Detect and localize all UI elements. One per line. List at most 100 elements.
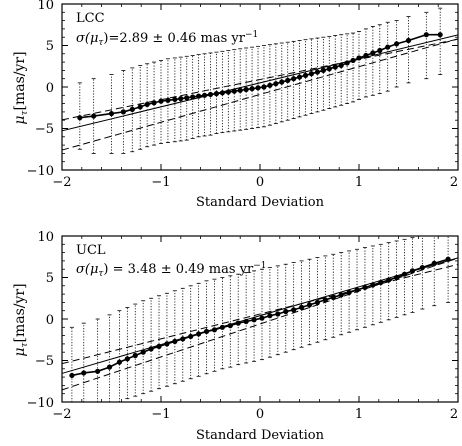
- data-point-lcc: [190, 94, 196, 100]
- x-tick-label-lcc-m2: −2: [52, 175, 71, 190]
- data-point-lcc: [158, 98, 164, 104]
- data-point-lcc: [394, 41, 400, 47]
- x-tick-label-ucl-m1: −1: [151, 407, 170, 422]
- svg-text:μτ[mas/yr]: μτ[mas/yr]: [12, 51, 30, 124]
- annotation-ucl: σ(μτ) = 3.48 ± 0.49 mas yr−1: [76, 261, 267, 279]
- data-point-ucl: [172, 338, 178, 345]
- data-point-ucl: [386, 277, 392, 283]
- data-point-ucl: [431, 260, 437, 266]
- data-point-ucl: [164, 341, 170, 347]
- data-point-lcc: [225, 89, 231, 95]
- data-point-ucl: [219, 324, 225, 330]
- y-axis-unit-ucl: [mas/yr]: [12, 283, 28, 342]
- data-point-lcc: [231, 88, 237, 94]
- x-tick-label-lcc-2: 2: [450, 175, 458, 190]
- data-point-lcc: [261, 84, 267, 90]
- x-tick-label-ucl-2: 2: [450, 407, 458, 422]
- data-point-lcc: [91, 113, 97, 119]
- y-tick-label-lcc-5: 5: [46, 39, 54, 54]
- data-point-ucl: [69, 372, 75, 379]
- data-point-lcc: [201, 92, 208, 98]
- data-point-ucl: [338, 292, 344, 298]
- annotation-value-lcc: )=2.89 ± 0.46 mas yr: [103, 31, 245, 46]
- x-axis-label-ucl: Standard Deviation: [196, 428, 325, 443]
- data-point-lcc: [178, 96, 184, 102]
- y-tick-label-ucl-minus10: −10: [27, 396, 54, 411]
- data-point-ucl: [275, 311, 281, 317]
- data-point-lcc: [151, 100, 157, 106]
- annotation-value-ucl: ) = 3.48 ± 0.49 mas yr: [103, 262, 254, 277]
- data-point-lcc: [437, 32, 443, 38]
- data-point-lcc: [285, 77, 291, 83]
- data-point-lcc: [267, 82, 273, 88]
- error-bars-lcc: [77, 7, 443, 154]
- data-point-lcc: [350, 57, 356, 64]
- data-point-lcc: [377, 47, 383, 54]
- data-point-lcc: [308, 71, 315, 77]
- data-point-lcc: [344, 60, 350, 66]
- data-point-lcc: [237, 87, 243, 93]
- x-axis-label-lcc: Standard Deviation: [196, 195, 325, 210]
- data-point-lcc: [77, 115, 83, 121]
- data-point-lcc: [385, 44, 391, 50]
- axes-ticks-ucl: [61, 235, 459, 403]
- data-point-lcc: [137, 104, 143, 110]
- svg-text:μτ[mas/yr]: μτ[mas/yr]: [12, 283, 30, 356]
- axes-ticks-lcc: [61, 3, 459, 171]
- annotation-sub-ucl: τ: [98, 269, 104, 279]
- data-point-lcc: [405, 37, 412, 44]
- x-tick-label-ucl-m2: −2: [52, 407, 71, 422]
- data-point-ucl: [116, 359, 123, 365]
- data-point-ucl: [306, 302, 313, 308]
- data-point-ucl: [394, 274, 400, 281]
- y-tick-label-ucl-10: 10: [37, 230, 54, 245]
- data-point-lcc: [213, 91, 220, 97]
- data-point-lcc: [144, 101, 150, 108]
- data-point-lcc: [129, 106, 135, 113]
- data-point-ucl: [251, 317, 257, 323]
- y-tick-label-ucl-5: 5: [46, 271, 54, 286]
- annotation-prefix-lcc: σ(μ: [76, 31, 98, 46]
- x-tick-label-lcc-0: 0: [256, 175, 264, 190]
- fit-line-ucl: [61, 257, 459, 374]
- data-point-ucl: [227, 323, 233, 329]
- data-point-ucl: [445, 256, 451, 262]
- data-point-lcc: [297, 74, 303, 80]
- data-point-lcc: [108, 110, 115, 117]
- panel-label-lcc: LCC: [76, 11, 105, 26]
- data-point-lcc: [326, 66, 332, 72]
- data-point-lcc: [172, 96, 178, 103]
- annotation-exp-ucl: −1: [253, 261, 266, 271]
- data-point-lcc: [370, 50, 376, 56]
- data-points-lcc: [77, 32, 443, 121]
- data-points-ucl: [69, 256, 451, 379]
- panel-lcc: 10 5 0 −5 −10 −2 −1 0 1 2 Standard Devia…: [12, 0, 459, 210]
- fit-bound-line-lcc: [61, 38, 459, 121]
- data-point-lcc: [291, 76, 297, 82]
- x-tick-label-lcc-1: 1: [355, 175, 363, 190]
- annotation-sub-lcc: τ: [98, 38, 104, 48]
- data-point-lcc: [196, 93, 202, 99]
- data-point-ucl: [81, 370, 87, 376]
- data-point-lcc: [332, 64, 338, 70]
- y-tick-label-ucl-0: 0: [46, 313, 54, 328]
- data-point-ucl: [346, 289, 352, 296]
- data-point-ucl: [322, 297, 328, 303]
- data-point-ucl: [243, 318, 249, 325]
- fit-bound-line-ucl: [61, 263, 459, 365]
- data-point-ucl: [330, 294, 336, 301]
- y-tick-label-lcc-minus10: −10: [27, 164, 54, 179]
- data-point-lcc: [184, 95, 190, 101]
- fit-line-lcc: [61, 34, 459, 132]
- data-point-lcc: [243, 86, 249, 93]
- data-point-ucl: [196, 331, 202, 337]
- data-point-ucl: [235, 320, 241, 326]
- y-axis-unit-lcc: [mas/yr]: [12, 51, 28, 110]
- annotation-exp-lcc: −1: [245, 30, 258, 40]
- y-axis-label-lcc: μτ[mas/yr]: [12, 51, 30, 124]
- data-point-lcc: [255, 85, 261, 91]
- data-point-lcc: [314, 69, 321, 75]
- data-point-ucl: [354, 287, 360, 293]
- data-point-ucl: [203, 328, 210, 335]
